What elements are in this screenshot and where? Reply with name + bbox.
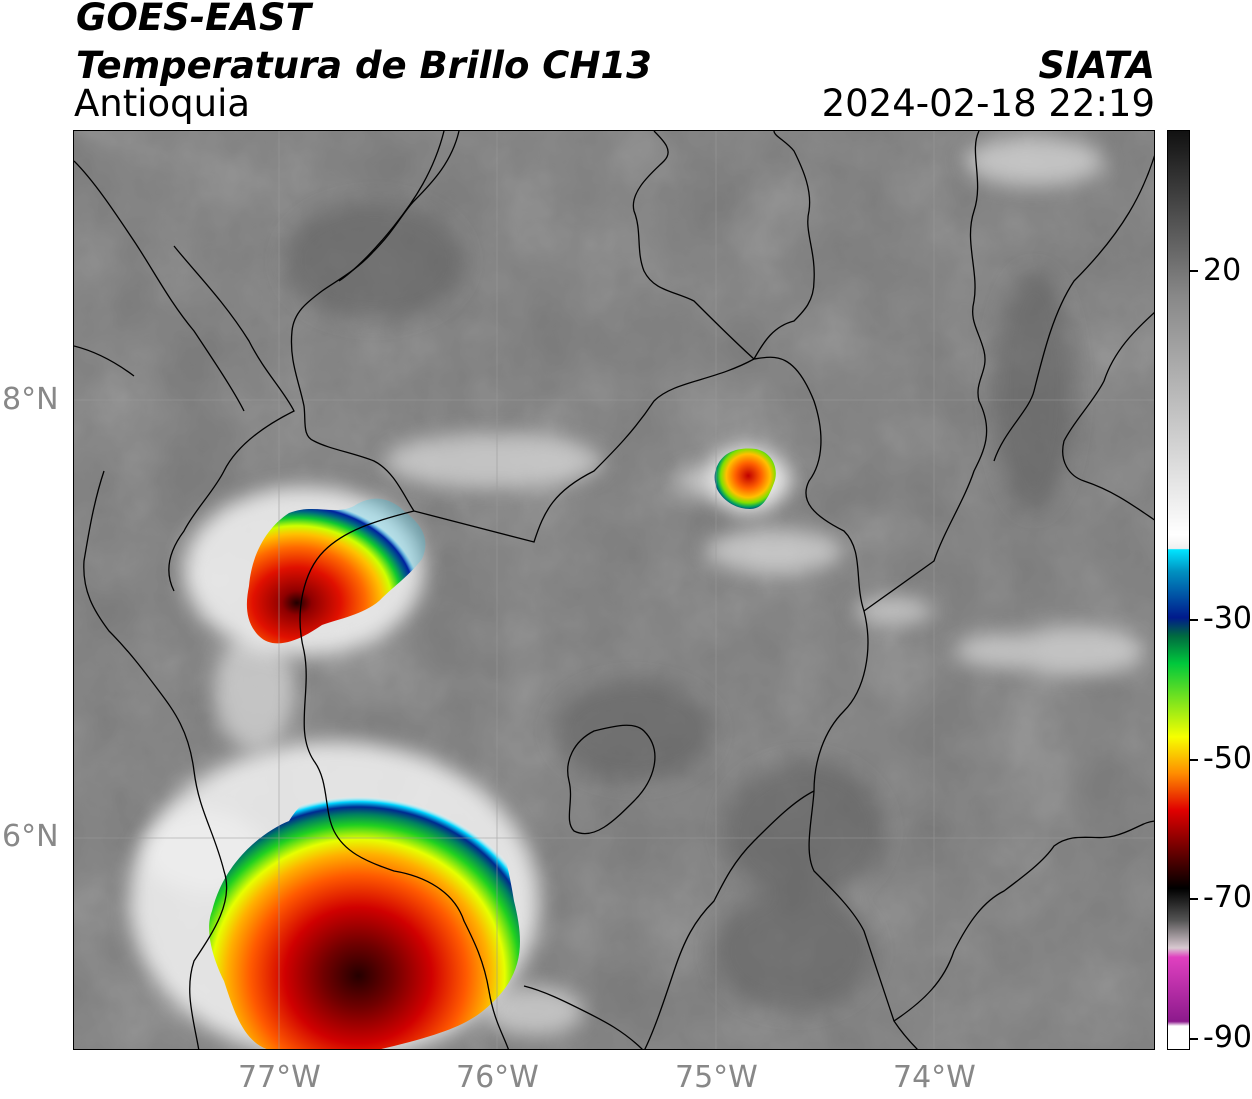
lat-tick-6n: 6°N <box>2 819 59 854</box>
region-label: Antioquia <box>74 82 251 125</box>
colorbar-tick-m30: -30 <box>1203 601 1252 636</box>
lat-tick-8n: 8°N <box>2 382 59 417</box>
colorbar-tickmark <box>1190 619 1198 621</box>
title-line-1: GOES-EAST <box>76 0 311 39</box>
colorbar-tick-20: 20 <box>1203 253 1242 288</box>
title-line-2: Temperatura de Brillo CH13 <box>76 44 652 87</box>
storm-cell-north <box>714 448 776 509</box>
lon-tick-75w: 75°W <box>675 1060 758 1095</box>
colorbar-tickmark <box>1190 1038 1198 1040</box>
lon-tick-77w: 77°W <box>238 1060 321 1095</box>
colorbar-tick-m50: -50 <box>1203 741 1252 776</box>
lon-tick-76w: 76°W <box>456 1060 539 1095</box>
agency-label: SIATA <box>1038 44 1155 87</box>
colorbar-tickmark <box>1190 759 1198 761</box>
temperature-colorbar <box>1167 130 1190 1050</box>
colorbar-tickmark <box>1190 898 1198 900</box>
boundaries <box>74 131 1154 1049</box>
timestamp-label: 2024-02-18 22:19 <box>821 82 1155 125</box>
lon-tick-74w: 74°W <box>893 1060 976 1095</box>
storm-cell-west <box>246 498 426 644</box>
colorbar-tick-m70: -70 <box>1203 880 1252 915</box>
satellite-map[interactable] <box>73 130 1155 1050</box>
colorbar-tick-m90: -90 <box>1203 1020 1252 1055</box>
map-canvas <box>74 131 1154 1049</box>
colorbar-tickmark <box>1190 270 1198 272</box>
